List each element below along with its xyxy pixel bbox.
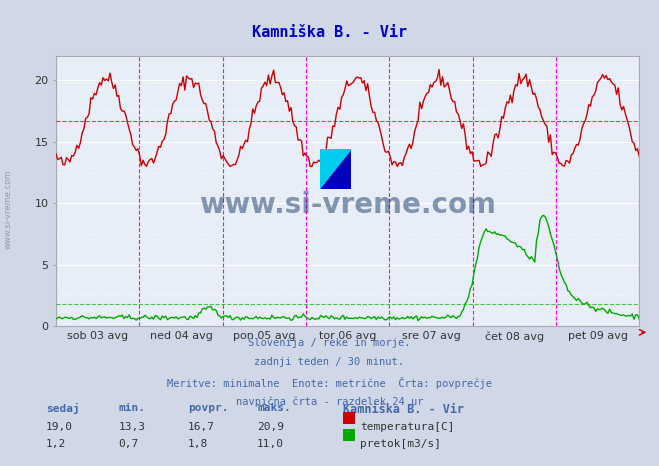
Text: Meritve: minimalne  Enote: metrične  Črta: povprečje: Meritve: minimalne Enote: metrične Črta:… [167, 377, 492, 389]
Text: 11,0: 11,0 [257, 439, 284, 449]
Polygon shape [320, 149, 351, 189]
Text: maks.: maks. [257, 403, 291, 413]
Text: pretok[m3/s]: pretok[m3/s] [360, 439, 441, 449]
Text: www.si-vreme.com: www.si-vreme.com [199, 191, 496, 219]
Text: Slovenija / reke in morje.: Slovenija / reke in morje. [248, 338, 411, 348]
Text: zadnji teden / 30 minut.: zadnji teden / 30 minut. [254, 357, 405, 367]
Polygon shape [320, 149, 351, 189]
Text: 16,7: 16,7 [188, 422, 215, 432]
Text: www.si-vreme.com: www.si-vreme.com [4, 170, 13, 249]
Text: 19,0: 19,0 [46, 422, 73, 432]
Text: povpr.: povpr. [188, 403, 228, 413]
Text: 1,2: 1,2 [46, 439, 67, 449]
Text: min.: min. [119, 403, 146, 413]
Text: sedaj: sedaj [46, 403, 80, 414]
Text: Kamniška B. - Vir: Kamniška B. - Vir [343, 403, 464, 416]
Text: temperatura[C]: temperatura[C] [360, 422, 454, 432]
Polygon shape [334, 167, 351, 189]
Text: navpična črta - razdelek 24 ur: navpična črta - razdelek 24 ur [236, 397, 423, 407]
Text: 20,9: 20,9 [257, 422, 284, 432]
Text: 0,7: 0,7 [119, 439, 139, 449]
Text: Kamniška B. - Vir: Kamniška B. - Vir [252, 25, 407, 40]
Text: 13,3: 13,3 [119, 422, 146, 432]
Text: 1,8: 1,8 [188, 439, 208, 449]
